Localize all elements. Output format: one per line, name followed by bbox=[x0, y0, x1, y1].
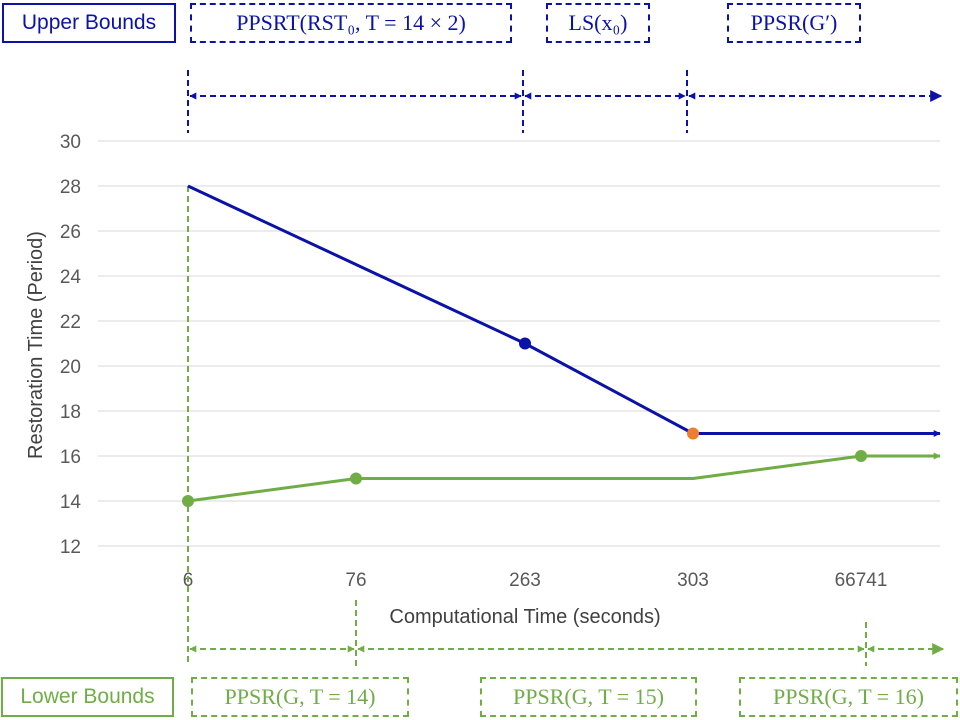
gridlines bbox=[98, 140, 940, 547]
lower-bounds-label: Lower Bounds bbox=[1, 677, 174, 717]
y-tick-22: 22 bbox=[60, 312, 81, 333]
lower-segment-1: PPSR(G, T = 14) bbox=[191, 677, 409, 717]
data-points bbox=[182, 337, 867, 507]
y-tick-28: 28 bbox=[60, 177, 81, 198]
lower-point-76 bbox=[350, 472, 362, 485]
upper-series-line bbox=[187, 184, 861, 435]
y-tick-18: 18 bbox=[60, 402, 81, 423]
x-tick-303: 303 bbox=[677, 570, 709, 591]
upper-segment-1: PPSRT(RST₀, T = 14 × 2) bbox=[190, 3, 512, 43]
y-tick-14: 14 bbox=[60, 492, 82, 513]
upper-segment-2: LS(x₀) bbox=[546, 3, 650, 43]
y-tick-16: 16 bbox=[60, 447, 81, 468]
lower-segment-2: PPSR(G, T = 15) bbox=[480, 677, 697, 717]
x-tick-263: 263 bbox=[509, 570, 541, 591]
y-axis-ticks: 12 14 16 18 20 22 24 26 28 30 bbox=[60, 132, 82, 558]
series-lines bbox=[187, 184, 941, 503]
y-tick-24: 24 bbox=[60, 267, 82, 288]
upper-point-303 bbox=[687, 427, 699, 440]
y-tick-30: 30 bbox=[60, 132, 81, 153]
y-tick-20: 20 bbox=[60, 357, 81, 378]
lower-point-66741 bbox=[855, 450, 867, 462]
x-axis-ticks: 67626330366741 bbox=[183, 570, 888, 591]
y-tick-26: 26 bbox=[60, 222, 81, 243]
lower-series-line bbox=[187, 454, 862, 503]
upper-segment-3: PPSR(G′) bbox=[727, 3, 861, 43]
y-tick-12: 12 bbox=[60, 537, 81, 558]
upper-bounds-label: Upper Bounds bbox=[2, 3, 176, 43]
bound-spans bbox=[187, 70, 945, 666]
lower-segment-3: PPSR(G, T = 16) bbox=[739, 677, 958, 717]
lower-point-6 bbox=[182, 495, 194, 507]
upper-point-263 bbox=[519, 337, 531, 350]
x-tick-76: 76 bbox=[345, 570, 366, 591]
x-axis-label: Computational Time (seconds) bbox=[389, 606, 660, 628]
y-axis-label: Restoration Time (Period) bbox=[25, 231, 47, 459]
x-tick-66741: 66741 bbox=[835, 570, 888, 591]
